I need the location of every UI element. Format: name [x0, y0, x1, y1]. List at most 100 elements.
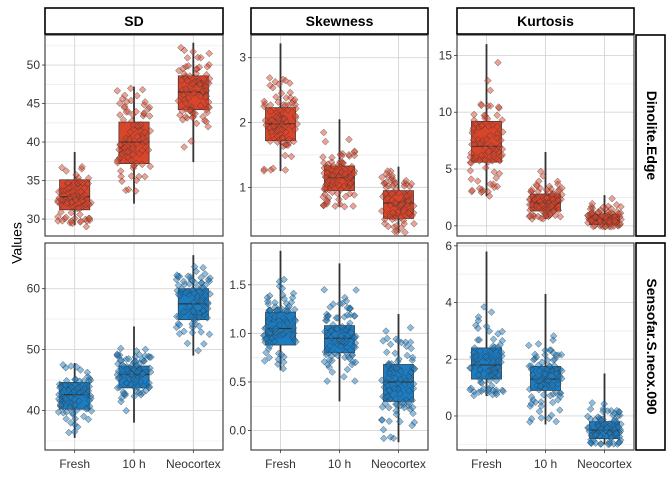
data-point [525, 385, 534, 394]
facet-strip-row-label: Sensofar.S.neox.090 [644, 278, 660, 414]
data-point [406, 323, 415, 332]
data-point [385, 369, 394, 378]
data-point [474, 316, 483, 325]
data-point [266, 306, 274, 315]
data-point [535, 366, 544, 375]
data-point [113, 350, 122, 358]
data-point [279, 364, 287, 373]
data-point [327, 351, 336, 360]
y-tick-label: 0 [445, 409, 452, 423]
data-point [261, 116, 270, 125]
data-point [283, 307, 291, 315]
x-tick-label: Fresh [471, 457, 502, 471]
data-point [498, 145, 507, 153]
data-point [396, 417, 404, 426]
data-point [321, 348, 330, 356]
data-point [556, 406, 564, 414]
data-point [347, 164, 355, 173]
data-point [494, 330, 502, 338]
panel-dinolite-edge-sd: 30 35 40 45 50 [27, 34, 224, 237]
data-point [287, 152, 296, 161]
data-point [54, 408, 63, 416]
data-point [189, 307, 197, 315]
data-point [270, 121, 278, 130]
data-point [478, 121, 486, 129]
data-point [392, 185, 401, 194]
data-point [183, 339, 192, 348]
data-point [55, 395, 63, 403]
data-point [284, 106, 292, 114]
data-point [268, 116, 277, 124]
data-point [146, 127, 155, 135]
data-point [281, 76, 290, 85]
data-point [393, 357, 402, 366]
facet-strip-row [635, 34, 666, 237]
data-point [340, 202, 349, 211]
data-point [188, 113, 197, 122]
data-point [263, 293, 272, 302]
data-point [265, 353, 273, 362]
data-point [281, 166, 290, 174]
data-point [275, 320, 284, 329]
data-point [266, 81, 274, 90]
data-point [554, 180, 562, 188]
data-point [534, 340, 543, 348]
data-point [605, 217, 613, 225]
data-point [399, 207, 408, 215]
data-point [557, 350, 566, 359]
data-point [194, 53, 202, 62]
data-point [69, 192, 78, 200]
data-point [205, 330, 214, 339]
data-point [596, 440, 605, 448]
data-point [62, 395, 71, 404]
data-point [349, 202, 357, 210]
data-point [180, 69, 188, 78]
data-point [469, 124, 478, 132]
data-point [120, 103, 129, 112]
data-point [266, 329, 274, 337]
data-point [66, 404, 74, 412]
data-point [526, 212, 535, 220]
data-point [292, 338, 300, 346]
data-point [288, 293, 297, 302]
data-point [55, 390, 63, 399]
data-point [537, 414, 546, 422]
data-point [484, 367, 492, 375]
data-point [547, 202, 556, 210]
data-point [599, 405, 608, 413]
data-point [382, 170, 391, 178]
data-point [184, 94, 193, 103]
data-point [277, 350, 286, 359]
data-point [402, 176, 410, 185]
data-point [397, 367, 405, 376]
data-point [381, 399, 389, 408]
x-tick-label: Fresh [59, 457, 90, 471]
data-point [76, 366, 85, 374]
data-point [62, 376, 71, 385]
data-point [115, 145, 123, 154]
data-point [341, 348, 350, 356]
data-point [408, 421, 416, 430]
x-tick-label: 10 h [328, 457, 351, 471]
data-point [274, 98, 283, 106]
data-point [205, 74, 214, 83]
data-point [262, 324, 270, 332]
data-point [467, 159, 475, 167]
data-point [381, 393, 390, 402]
data-point [194, 346, 202, 355]
data-point [345, 150, 353, 159]
data-point [591, 415, 599, 424]
data-point [382, 348, 391, 356]
data-point [350, 334, 359, 342]
data-point [138, 160, 146, 169]
data-point [67, 362, 75, 370]
data-point [498, 116, 506, 124]
data-point [391, 384, 399, 393]
data-point [536, 382, 545, 390]
data-point [85, 382, 94, 391]
data-point [352, 286, 360, 294]
y-tick-label: 50 [27, 343, 41, 357]
data-point [133, 368, 142, 377]
data-point [385, 417, 393, 425]
